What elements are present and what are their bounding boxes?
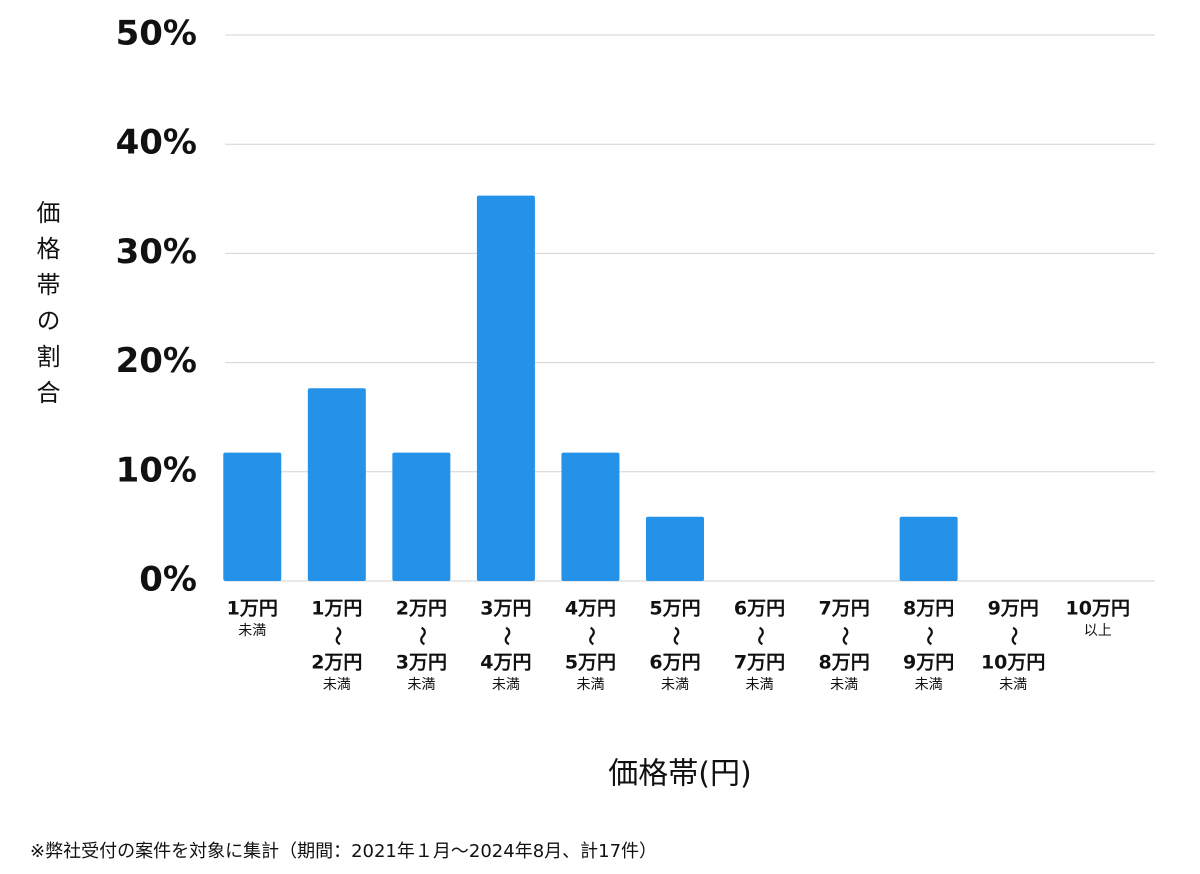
x-tick-label: 〜 bbox=[834, 626, 856, 645]
x-axis-label: 価格帯(円) bbox=[608, 757, 751, 792]
x-tick-label: 7万円 bbox=[818, 598, 869, 620]
x-tick-label: 6万円 bbox=[734, 598, 785, 620]
x-tick-label: 4万円 bbox=[565, 598, 616, 620]
x-tick-label: 以上 bbox=[1084, 623, 1112, 639]
x-tick-label: 未満 bbox=[407, 677, 435, 693]
x-tick-label: 6万円 bbox=[649, 652, 700, 674]
x-tick-label: 〜 bbox=[749, 626, 771, 645]
x-tick-label: 8万円 bbox=[903, 598, 954, 620]
x-tick-label: 10万円 bbox=[1066, 598, 1130, 620]
x-tick-label: 2万円 bbox=[396, 598, 447, 620]
x-tick-label: 〜 bbox=[326, 626, 348, 645]
x-tick-label: 〜 bbox=[495, 626, 517, 645]
bar bbox=[392, 452, 451, 581]
x-tick-label: 未満 bbox=[576, 677, 604, 693]
x-tick-label: 〜 bbox=[1003, 626, 1025, 645]
bar bbox=[223, 452, 282, 581]
x-tick-label: 4万円 bbox=[480, 652, 531, 674]
x-tick-label: 9万円 bbox=[903, 652, 954, 674]
y-tick-label: 10% bbox=[116, 450, 197, 490]
bar bbox=[899, 516, 958, 581]
bar bbox=[476, 195, 535, 582]
x-tick-label: 10万円 bbox=[981, 652, 1045, 674]
y-tick-label: 50% bbox=[116, 14, 197, 54]
x-tick-label: 1万円 bbox=[311, 598, 362, 620]
y-tick-label: 0% bbox=[139, 560, 197, 600]
x-tick-label: 未満 bbox=[661, 677, 689, 693]
x-tick-label: 1万円 bbox=[227, 598, 278, 620]
y-axis-label: 価格帯の割合 bbox=[32, 200, 60, 416]
bar bbox=[646, 516, 704, 581]
x-tick-label: 未満 bbox=[323, 677, 351, 693]
x-tick-label: 〜 bbox=[918, 626, 940, 645]
y-tick-label: 40% bbox=[116, 123, 197, 163]
x-tick-label: 未満 bbox=[830, 677, 858, 693]
x-tick-label: 5万円 bbox=[565, 652, 616, 674]
x-tick-label: 7万円 bbox=[734, 652, 785, 674]
bar bbox=[561, 452, 620, 581]
x-tick-label: 未満 bbox=[492, 677, 520, 693]
bar bbox=[307, 388, 366, 581]
x-tick-label: 〜 bbox=[580, 626, 602, 645]
x-tick-label: 3万円 bbox=[396, 652, 447, 674]
x-tick-label: 8万円 bbox=[818, 652, 869, 674]
y-tick-label: 20% bbox=[116, 341, 197, 381]
footnote: ※弊社受付の案件を対象に集計（期間：2021年１月〜2024年8月、計17件） bbox=[30, 841, 657, 862]
x-tick-label: 〜 bbox=[411, 626, 433, 645]
x-tick-label: 未満 bbox=[999, 677, 1027, 693]
y-tick-label: 30% bbox=[116, 232, 197, 272]
x-tick-label: 未満 bbox=[746, 677, 774, 693]
x-tick-label: 9万円 bbox=[988, 598, 1039, 620]
x-tick-label: 5万円 bbox=[649, 598, 700, 620]
x-tick-label: 〜 bbox=[665, 626, 687, 645]
x-tick-label: 3万円 bbox=[480, 598, 531, 620]
x-tick-label: 未満 bbox=[238, 623, 266, 639]
x-tick-label: 未満 bbox=[915, 677, 943, 693]
x-tick-label: 2万円 bbox=[311, 652, 362, 674]
